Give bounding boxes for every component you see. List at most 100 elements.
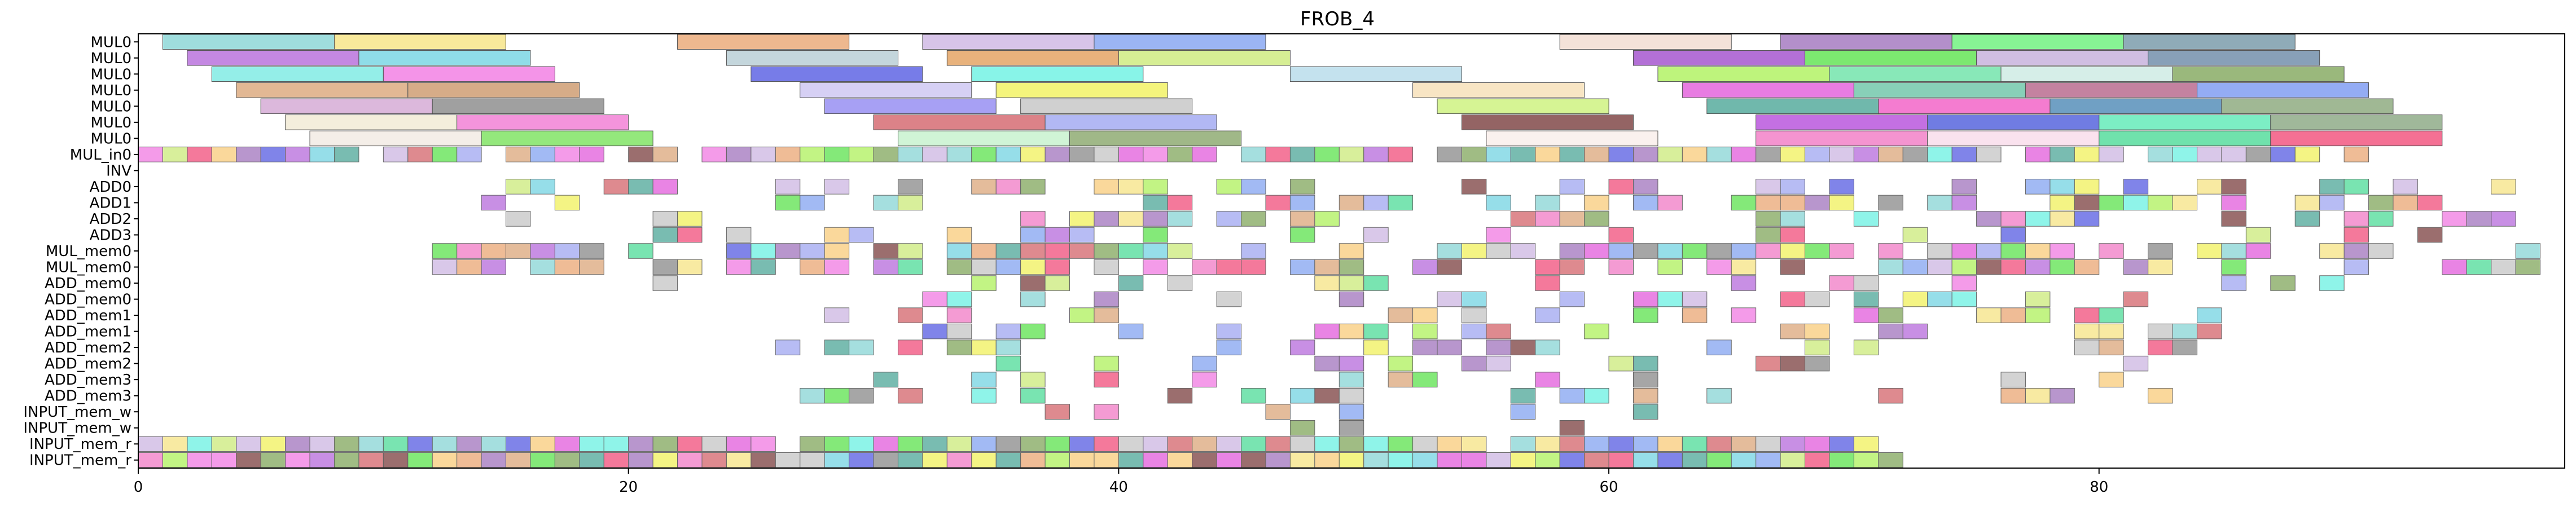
- gantt-bar: [1951, 34, 2124, 50]
- gantt-cell: [1143, 227, 1168, 243]
- gantt-cell: [2099, 307, 2124, 323]
- gantt-cell: [1535, 452, 1560, 468]
- gantt-cell: [1143, 195, 1168, 211]
- gantt-cell: [1216, 452, 1242, 468]
- gantt-cell: [2294, 195, 2320, 211]
- gantt-cell: [726, 259, 752, 275]
- gantt-bar: [1045, 114, 1217, 130]
- gantt-cell: [1118, 243, 1144, 259]
- gantt-cell: [897, 452, 923, 468]
- gantt-bar: [2123, 34, 2296, 50]
- gantt-cell: [1363, 452, 1389, 468]
- gantt-cell: [2025, 387, 2051, 404]
- y-tick-label: ADD_mem0: [45, 292, 131, 308]
- gantt-cell: [873, 436, 898, 452]
- gantt-bar: [309, 130, 482, 147]
- y-tick-label: MUL_mem0: [46, 259, 131, 276]
- gantt-cell: [236, 147, 261, 162]
- gantt-cell: [579, 243, 604, 259]
- gantt-cell: [2172, 147, 2197, 162]
- gantt-cell: [333, 147, 359, 162]
- gantt-cell: [1805, 243, 1830, 259]
- gantt-cell: [1780, 211, 1806, 227]
- gantt-cell: [1829, 179, 1854, 195]
- gantt-cell: [677, 211, 703, 227]
- gantt-cell: [1559, 420, 1585, 436]
- gantt-cell: [824, 227, 850, 243]
- gantt-cell: [2196, 147, 2222, 162]
- bars-layer: [162, 34, 2443, 147]
- gantt-cell: [1805, 291, 1830, 307]
- y-axis-labels: MUL0MUL0MUL0MUL0MUL0MUL0MUL0MUL_in0INVAD…: [23, 34, 138, 469]
- gantt-cell: [481, 259, 507, 275]
- gantt-cell: [2050, 211, 2075, 227]
- gantt-cell: [2074, 307, 2100, 323]
- gantt-cell: [1902, 147, 1928, 162]
- gantt-cell: [407, 436, 433, 452]
- gantt-cell: [1045, 404, 1070, 420]
- gantt-cell: [506, 452, 531, 468]
- y-tick-label: ADD_mem2: [45, 356, 131, 373]
- gantt-cell: [1461, 243, 1487, 259]
- gantt-cell: [333, 452, 359, 468]
- gantt-cell: [1069, 147, 1095, 162]
- gantt-bar: [1461, 114, 1634, 130]
- gantt-cell: [1902, 291, 1928, 307]
- gantt-cell: [1976, 243, 2002, 259]
- gantt-cell: [1241, 436, 1266, 452]
- gantt-cell: [2050, 147, 2075, 162]
- y-tick-label: INPUT_mem_r: [29, 436, 131, 453]
- gantt-cell: [701, 436, 727, 452]
- gantt-cell: [1805, 147, 1830, 162]
- y-tick-label: MUL_mem0: [46, 243, 131, 260]
- gantt-bar: [897, 130, 1070, 147]
- gantt-cell: [1535, 307, 1560, 323]
- gantt-cell: [2148, 259, 2173, 275]
- gantt-cell: [2294, 147, 2320, 162]
- gantt-cell: [1535, 147, 1560, 162]
- gantt-cell: [1265, 404, 1291, 420]
- gantt-cell: [824, 387, 850, 404]
- gantt-cell: [2344, 211, 2369, 227]
- gantt-cell: [1020, 291, 1046, 307]
- gantt-cell: [971, 436, 997, 452]
- gantt-cell: [2123, 291, 2149, 307]
- gantt-cell: [751, 452, 776, 468]
- gantt-cell: [579, 436, 604, 452]
- gantt-cell: [2442, 211, 2467, 227]
- gantt-cell: [481, 452, 507, 468]
- gantt-cell: [1853, 211, 1879, 227]
- gantt-cell: [849, 340, 874, 355]
- gantt-bar: [1486, 130, 1658, 147]
- gantt-cell: [1437, 291, 1462, 307]
- gantt-cell: [1706, 387, 1732, 404]
- gantt-cell: [1951, 259, 1977, 275]
- gantt-cell: [1633, 179, 1658, 195]
- gantt-bar: [2000, 66, 2173, 82]
- gantt-cell: [2270, 275, 2296, 291]
- gantt-cell: [824, 179, 850, 195]
- gantt-cell: [432, 147, 458, 162]
- gantt-cell: [2025, 291, 2051, 307]
- y-tick-label: ADD3: [90, 227, 131, 244]
- gantt-cell: [652, 179, 678, 195]
- gantt-cell: [1094, 211, 1119, 227]
- gantt-cell: [2050, 243, 2075, 259]
- gantt-cell: [1118, 275, 1144, 291]
- gantt-cell: [1339, 404, 1364, 420]
- gantt-cell: [1020, 227, 1046, 243]
- gantt-cell: [1731, 195, 1757, 211]
- gantt-cell: [628, 147, 653, 162]
- gantt-cell: [1927, 291, 1952, 307]
- gantt-cell: [1633, 243, 1658, 259]
- gantt-cell: [579, 259, 604, 275]
- gantt-cell: [2172, 323, 2197, 340]
- gantt-cell: [1780, 195, 1806, 211]
- gantt-bar: [971, 66, 1144, 82]
- gantt-bar: [677, 34, 850, 50]
- gantt-cell: [824, 307, 850, 323]
- gantt-cell: [1314, 147, 1340, 162]
- gantt-cell: [2196, 323, 2222, 340]
- y-tick-label: ADD_mem1: [45, 307, 131, 324]
- gantt-cell: [652, 147, 678, 162]
